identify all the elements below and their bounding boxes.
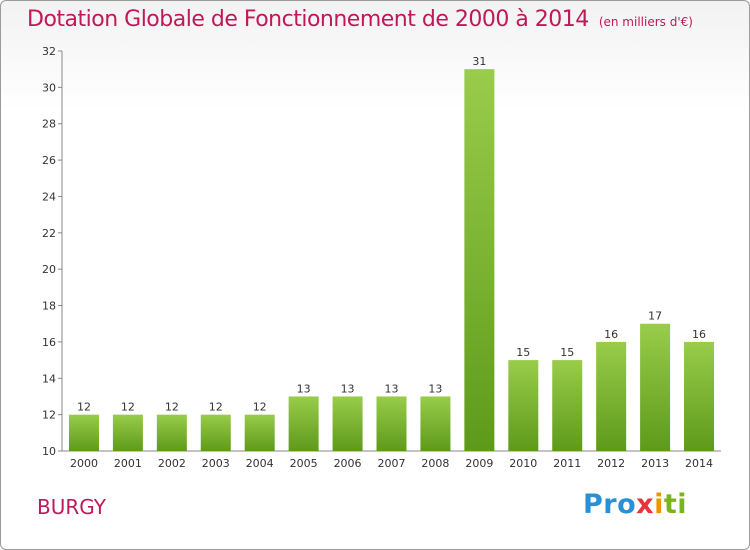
bar-2010 [508, 360, 539, 451]
logo-part-2: x [636, 489, 655, 520]
logo-part-3: i [654, 489, 664, 520]
y-tick-label: 30 [42, 81, 56, 94]
data-label-2004: 12 [253, 401, 267, 414]
x-tick-label-2001: 2001 [114, 457, 142, 470]
x-tick-label-2014: 2014 [685, 457, 713, 470]
bar-2011 [552, 360, 583, 451]
chart-title-text: Dotation Globale de Fonctionnement de 20… [27, 7, 589, 32]
bar-2006 [332, 396, 363, 451]
y-tick-label: 14 [42, 372, 56, 385]
data-label-2009: 31 [472, 55, 486, 68]
data-label-2000: 12 [77, 401, 91, 414]
x-tick-label-2010: 2010 [509, 457, 537, 470]
data-label-2013: 17 [648, 310, 662, 323]
y-tick-label: 32 [42, 45, 56, 58]
y-tick-label: 12 [42, 409, 56, 422]
bar-2007 [376, 396, 407, 451]
bar-2000 [68, 414, 99, 451]
x-tick-label-2002: 2002 [158, 457, 186, 470]
data-label-2012: 16 [604, 328, 618, 341]
x-tick-label-2005: 2005 [290, 457, 318, 470]
commune-name: BURGY [37, 495, 106, 519]
chart-bars [68, 69, 715, 451]
data-label-2003: 12 [209, 401, 223, 414]
data-label-2001: 12 [121, 401, 135, 414]
bar-2013 [640, 323, 671, 451]
x-tick-label-2013: 2013 [641, 457, 669, 470]
y-tick-label: 20 [42, 263, 56, 276]
bar-2008 [420, 396, 451, 451]
x-tick-label-2011: 2011 [553, 457, 581, 470]
chart-data-labels: 12 12 12 12 12 13 13 13 13 31 15 15 16 17 16 [77, 55, 706, 413]
y-tick-label: 10 [42, 445, 56, 458]
bar-2001 [112, 414, 143, 451]
y-tick-label: 22 [42, 227, 56, 240]
x-tick-label-2000: 2000 [70, 457, 98, 470]
data-label-2007: 13 [385, 382, 399, 395]
data-label-2006: 13 [341, 382, 355, 395]
logo-part-4: ti [663, 489, 688, 520]
y-tick-label: 18 [42, 300, 56, 313]
y-tick-label: 28 [42, 118, 56, 131]
y-tick-label: 16 [42, 336, 56, 349]
data-label-2002: 12 [165, 401, 179, 414]
bar-2014 [684, 341, 715, 451]
bar-2005 [288, 396, 319, 451]
bar-2004 [244, 414, 275, 451]
x-tick-label-2012: 2012 [597, 457, 625, 470]
bar-2009 [464, 69, 495, 451]
y-tick-label: 24 [42, 190, 56, 203]
data-label-2008: 13 [428, 382, 442, 395]
y-tick-label: 26 [42, 154, 56, 167]
x-tick-label-2007: 2007 [378, 457, 406, 470]
chart-title: Dotation Globale de Fonctionnement de 20… [27, 7, 693, 32]
data-label-2011: 15 [560, 346, 574, 359]
logo-part-1: Pro [583, 489, 637, 520]
bar-2012 [596, 341, 627, 451]
chart-subtitle: (en milliers d'€) [598, 15, 693, 29]
data-label-2010: 15 [516, 346, 530, 359]
data-label-2005: 13 [297, 382, 311, 395]
x-tick-label-2009: 2009 [465, 457, 493, 470]
x-tick-label-2003: 2003 [202, 457, 230, 470]
x-tick-label-2004: 2004 [246, 457, 274, 470]
data-label-2014: 16 [692, 328, 706, 341]
bar-2002 [156, 414, 187, 451]
x-tick-label-2006: 2006 [334, 457, 362, 470]
chart-axes: 10 12 14 16 18 20 22 24 26 28 30 32 2000 2001 2002 2003… [42, 45, 721, 470]
x-tick-label-2008: 2008 [421, 457, 449, 470]
proxiti-logo: Proxiti [583, 489, 687, 520]
bar-2003 [200, 414, 231, 451]
